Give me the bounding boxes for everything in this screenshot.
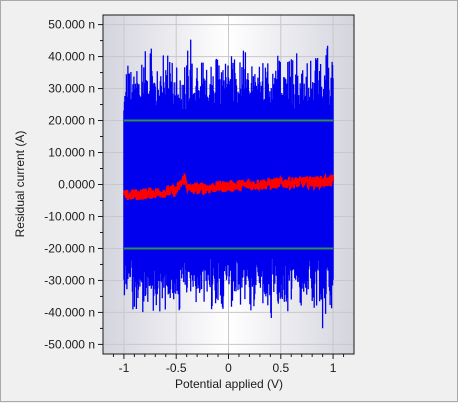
y-tick-label: 40.000 n <box>48 50 95 64</box>
series-group <box>122 39 335 329</box>
red-series-line <box>122 172 335 201</box>
y-tick-label: 50.000 n <box>48 18 95 32</box>
x-axis-title: Potential applied (V) <box>175 377 283 391</box>
y-tick-label: -10.000 n <box>44 209 95 223</box>
y-tick-label: 10.000 n <box>48 146 95 160</box>
x-tick-label: 0.5 <box>272 361 289 375</box>
y-tick-label: -30.000 n <box>44 273 95 287</box>
y-tick-label: 30.000 n <box>48 82 95 96</box>
ticks: -1 -0.5 0 0.5 1 50.000 n 40.000 n 30.000 n 20.00… <box>44 18 345 375</box>
x-tick-label: -0.5 <box>166 361 187 375</box>
x-tick-label: 1 <box>330 361 337 375</box>
y-tick-label: 0.0000 <box>58 178 95 192</box>
y-axis-title: Residual current (A) <box>13 131 27 238</box>
x-tick-label: -1 <box>119 361 130 375</box>
y-tick-label: -50.000 n <box>44 337 95 351</box>
x-tick-label: 0 <box>225 361 232 375</box>
y-tick-label: -20.000 n <box>44 241 95 255</box>
y-tick-label: -40.000 n <box>44 305 95 319</box>
y-tick-label: 20.000 n <box>48 114 95 128</box>
